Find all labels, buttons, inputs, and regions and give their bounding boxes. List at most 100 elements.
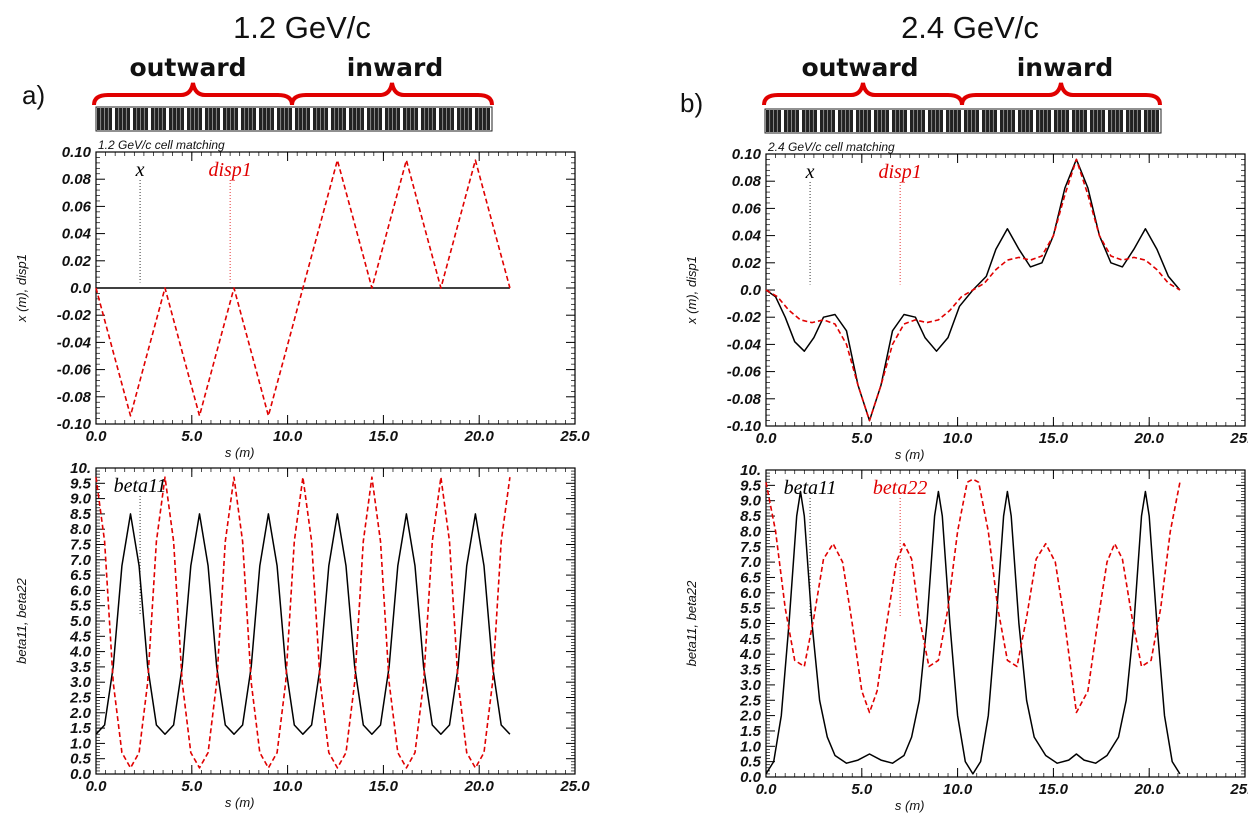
- y-tick-label: -0.04: [57, 334, 92, 351]
- y-tick-label: 0.0: [740, 282, 762, 299]
- y-tick-label: 0.0: [70, 280, 92, 297]
- y-tick-label: 0.5: [740, 754, 762, 771]
- y-tick-label: 0.04: [62, 226, 92, 243]
- y-tick-label: 7.0: [740, 554, 762, 571]
- y-tick-label: 5.5: [70, 598, 92, 615]
- panel-letter-b: b): [680, 88, 703, 118]
- x-tick-label: 5.0: [181, 428, 203, 445]
- y-tick-label: 7.0: [70, 552, 92, 569]
- x-tick-label: 10.0: [273, 778, 303, 795]
- y-tick-label: 8.0: [740, 523, 762, 540]
- y-tick-label: -0.06: [57, 362, 92, 379]
- magnet-lattice: [95, 106, 1162, 134]
- y-tick-label: 0.06: [732, 200, 762, 217]
- x-tick-label: 15.0: [369, 778, 399, 795]
- x-tick-label: 20.0: [1134, 781, 1165, 798]
- heading-left: 1.2 GeV/c: [233, 10, 371, 45]
- y-tick-label: -0.06: [727, 364, 762, 381]
- y-tick-label: 4.0: [69, 644, 92, 661]
- x-tick-label: 5.0: [851, 781, 873, 798]
- legend-label-disp1: disp1: [878, 161, 921, 183]
- y-tick-label: 1.0: [740, 738, 762, 755]
- y-tick-label: 1.5: [740, 723, 762, 740]
- y-axis-label: beta11, beta22: [684, 580, 699, 667]
- series-line-beta11: [95, 513, 511, 735]
- x-tick-label: 5.0: [851, 430, 873, 447]
- x-tick-label: 25.0: [559, 778, 590, 795]
- legend-label-disp1: disp1: [208, 159, 251, 181]
- x-tick-label: 0.0: [86, 428, 108, 445]
- legend-label-x: x: [135, 159, 145, 181]
- y-tick-label: 7.5: [740, 539, 762, 556]
- y-tick-label: -0.10: [57, 416, 92, 433]
- brace-label-outward-right: outward: [801, 53, 918, 82]
- y-tick-label: 0.0: [70, 766, 92, 783]
- brace-label-outward-left: outward: [129, 53, 246, 82]
- y-tick-label: 0.02: [732, 255, 762, 272]
- y-tick-label: 5.0: [740, 616, 762, 633]
- y-tick-label: 1.0: [70, 735, 92, 752]
- brace-inward-right: [960, 82, 1162, 106]
- y-tick-label: 9.0: [70, 491, 92, 508]
- plot-beta-functions-2p4: 0.0 5.0 10.0 15.0 20.0 25.0 10.9.59.08.58.07.5…: [684, 462, 1248, 813]
- y-tick-label: 8.5: [70, 506, 92, 523]
- heading-right: 2.4 GeV/c: [901, 10, 1039, 45]
- x-tick-label: 20.0: [1134, 430, 1165, 447]
- series-line-beta22: [765, 478, 1181, 714]
- y-tick-label: 5.5: [740, 600, 762, 617]
- y-tick-label: 0.08: [732, 173, 762, 190]
- y-tick-label: 0.0: [740, 769, 762, 786]
- y-tick-label: 4.5: [69, 628, 92, 645]
- brace-label-inward-left: inward: [347, 53, 444, 82]
- y-tick-label: 8.0: [70, 521, 92, 538]
- x-tick-label: 15.0: [1039, 430, 1069, 447]
- x-tick-label: 25.0: [1229, 781, 1248, 798]
- brace-group: [92, 82, 1162, 106]
- y-tick-label: -0.08: [727, 391, 762, 408]
- y-tick-label: 6.0: [70, 582, 92, 599]
- y-tick-label: 10.: [740, 462, 761, 479]
- y-tick-label: 0.10: [62, 144, 92, 161]
- x-tick-label: 15.0: [369, 428, 399, 445]
- y-tick-label: -0.08: [57, 389, 92, 406]
- y-tick-label: 9.5: [740, 477, 762, 494]
- y-tick-label: 2.0: [739, 708, 762, 725]
- plot-orbit-dispersion-1p2: 0.0 5.0 10.0 15.0 20.0 25.0 0.10 0.08 0.06 0.04 0.…: [14, 138, 590, 460]
- y-tick-label: 6.5: [70, 567, 92, 584]
- y-tick-label: 2.5: [69, 690, 92, 707]
- y-tick-label: 0.08: [62, 171, 92, 188]
- legend-label-beta11: beta11: [784, 477, 837, 499]
- y-tick-label: 3.5: [740, 662, 762, 679]
- series-line-beta22: [95, 476, 511, 769]
- x-tick-label: 25.0: [1229, 430, 1248, 447]
- brace-outward-right: [762, 82, 964, 106]
- x-axis-label: s (m): [225, 795, 255, 810]
- plot-frame: [765, 153, 1246, 427]
- y-tick-label: 4.0: [739, 646, 762, 663]
- series-line-disp1: [765, 158, 1181, 422]
- x-tick-label: 25.0: [559, 428, 590, 445]
- series-line-disp1: [95, 159, 511, 417]
- y-tick-label: 9.0: [740, 493, 762, 510]
- y-tick-label: -0.10: [727, 418, 762, 435]
- y-tick-label: 0.04: [732, 228, 762, 245]
- y-tick-label: 0.02: [62, 253, 92, 270]
- brace-label-inward-right: inward: [1017, 53, 1114, 82]
- series-line-beta11: [765, 490, 1181, 775]
- brace-outward-left: [92, 82, 294, 106]
- x-tick-label: 10.0: [943, 430, 973, 447]
- x-axis-label: s (m): [895, 447, 925, 462]
- plot-orbit-dispersion-2p4: 0.0 5.0 10.0 15.0 20.0 25.0 0.10 0.08 0.06 0.04 0.…: [684, 140, 1248, 462]
- y-tick-label: 2.0: [69, 705, 92, 722]
- y-tick-label: -0.02: [727, 309, 762, 326]
- y-tick-label: 9.5: [70, 475, 92, 492]
- plot-subtitle: 1.2 GeV/c cell matching: [98, 138, 225, 152]
- y-axis-label: x (m), disp1: [684, 256, 699, 325]
- y-tick-label: 4.5: [739, 631, 762, 648]
- brace-inward-left: [290, 82, 494, 106]
- x-axis-label: s (m): [895, 798, 925, 813]
- y-tick-label: 5.0: [70, 613, 92, 630]
- panel-letter-a: a): [22, 80, 45, 110]
- y-tick-label: 0.10: [732, 146, 762, 163]
